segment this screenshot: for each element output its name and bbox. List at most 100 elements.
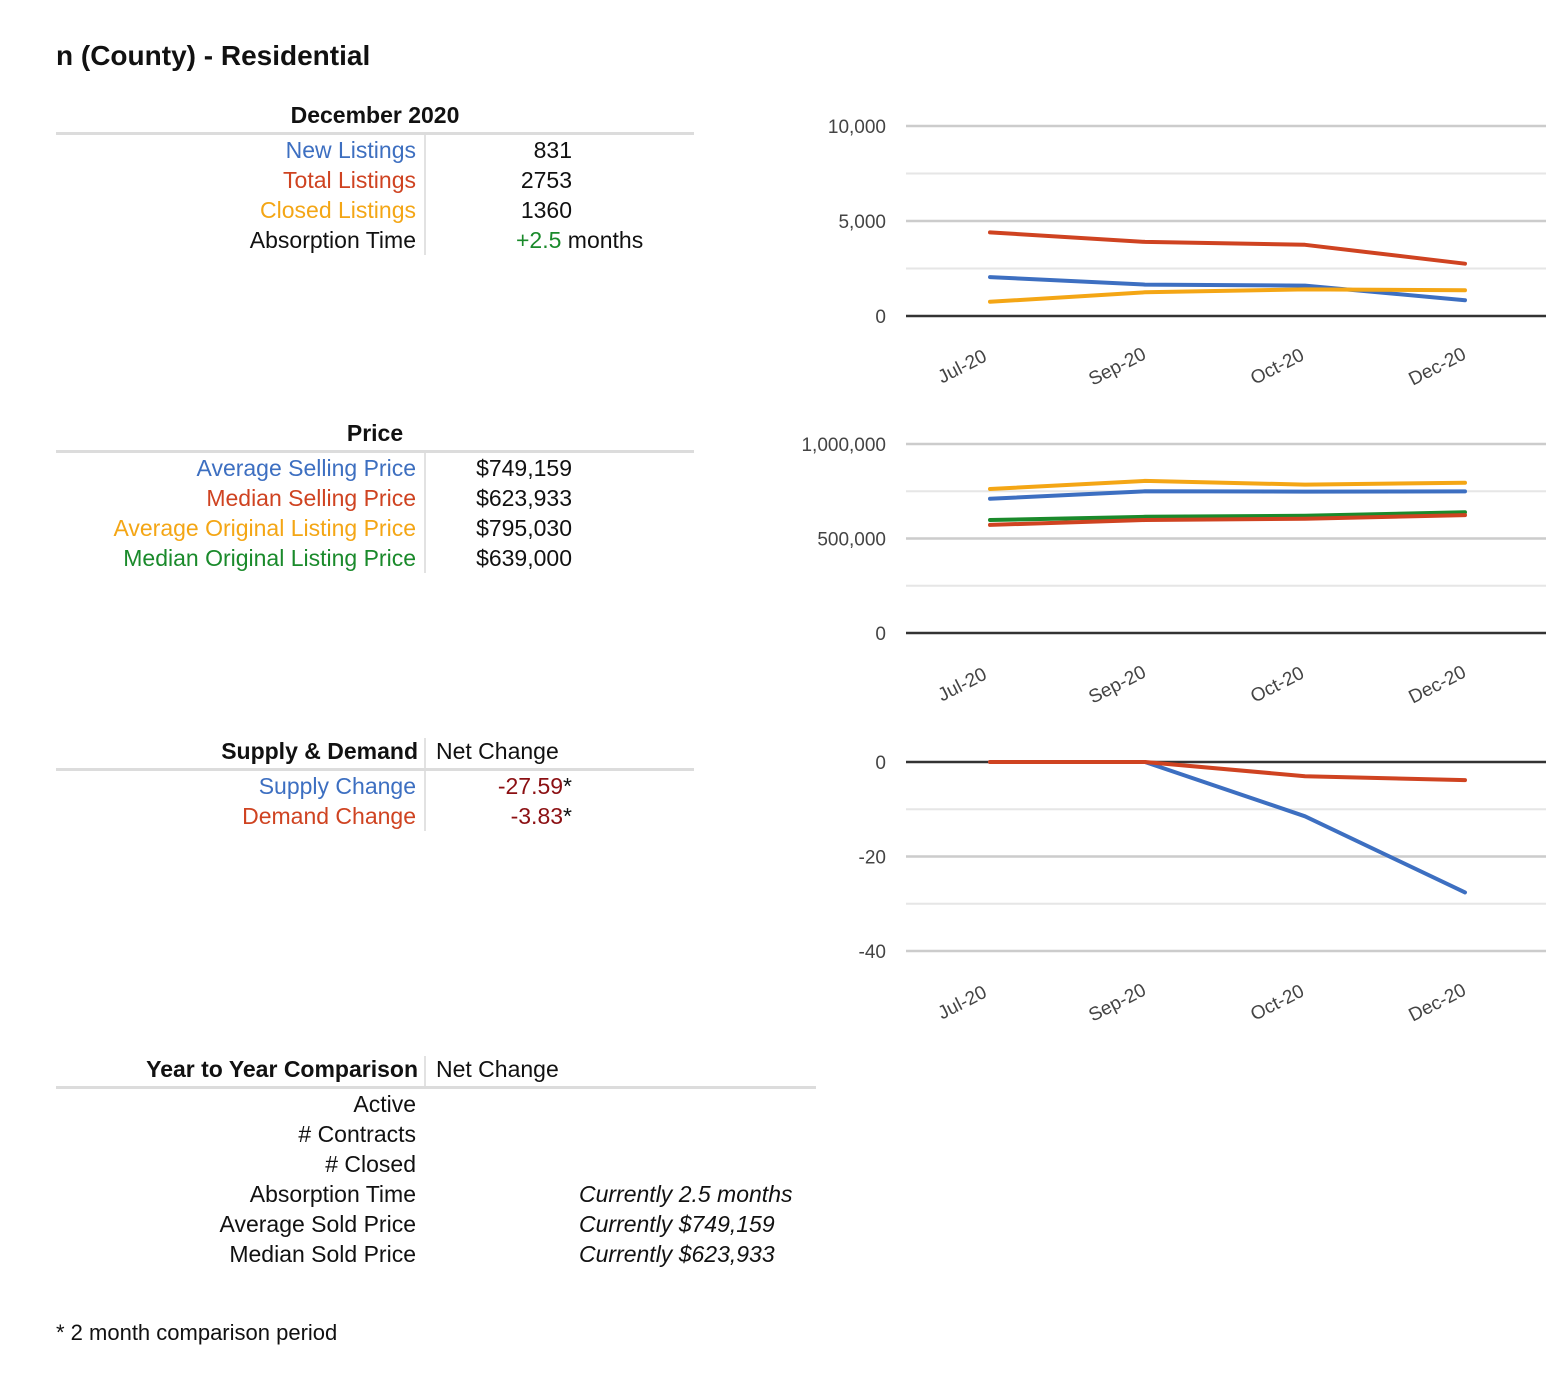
listings-header-label: December 2020 (290, 102, 460, 128)
demand-change-value: -3.83 (510, 803, 564, 829)
listings-table: December 2020 New Listings 831 Total Lis… (56, 102, 694, 255)
row-label: Median Original Listing Price (123, 545, 416, 571)
y-tick-label: 1,000,000 (801, 435, 886, 456)
column-divider (424, 225, 426, 255)
asterisk-mark: * (563, 803, 572, 829)
table-row: New Listings 831 (56, 135, 694, 165)
x-tick-label: Oct-20 (1247, 981, 1307, 1026)
x-tick-label: Dec-20 (1405, 662, 1469, 709)
table-row: Supply Change -27.59* (56, 771, 694, 801)
series-line-orange (988, 478, 1467, 491)
series-line-blue (988, 275, 1467, 303)
line-chart-2: 0 500,000 1,000,000 Jul-20 Sep-20 Oct-20 Dec-2… (801, 435, 1546, 708)
row-label: Supply Change (258, 773, 416, 799)
table-row: Average Original Listing Price $795,030 (56, 513, 694, 543)
series-line-red (988, 760, 1467, 783)
column-divider (424, 543, 426, 573)
row-value: -27.59* (436, 773, 572, 800)
x-tick-label: Jul-20 (935, 982, 991, 1024)
table-row: # Contracts (56, 1119, 816, 1149)
y-tick-label: 500,000 (817, 530, 886, 551)
table-row: Closed Listings 1360 (56, 195, 694, 225)
row-label: Median Selling Price (206, 485, 416, 511)
supply-change-value: -27.59 (497, 773, 564, 799)
asterisk-mark: * (563, 773, 572, 799)
column-divider (424, 165, 426, 195)
x-tick-label: Sep-20 (1085, 662, 1149, 709)
table-row: Median Original Listing Price $639,000 (56, 543, 694, 573)
row-label: Absorption Time (249, 1181, 416, 1207)
column-divider (424, 195, 426, 225)
supply-demand-table: Supply & Demand Net Change Supply Change… (56, 738, 694, 831)
table-row: Average Selling Price $749,159 (56, 453, 694, 483)
page-title: n (County) - Residential (56, 40, 371, 71)
x-tick-label: Dec-20 (1405, 980, 1469, 1027)
table-row: Absorption Time Currently 2.5 months (56, 1179, 816, 1209)
row-label: Average Original Listing Price (113, 515, 416, 541)
line-chart-1: 0 5,000 10,000 Jul-20 Sep-20 Oct-20 Dec-20 (828, 117, 1546, 390)
column-divider (424, 1056, 426, 1086)
row-value: 1360 (520, 197, 572, 223)
footnote: * 2 month comparison period (56, 1320, 338, 1345)
y-tick-label: 0 (875, 624, 886, 645)
y-tick-label: 0 (875, 307, 886, 328)
supply-header-label: Supply & Demand (221, 738, 418, 764)
y-tick-label: -40 (859, 942, 886, 963)
row-label: New Listings (285, 137, 416, 163)
column-divider (424, 453, 426, 483)
row-value: $639,000 (476, 545, 572, 571)
current-value: Currently 2.5 months (579, 1181, 793, 1207)
row-value: 2753 (520, 167, 572, 193)
yoy-table-header: Year to Year Comparison Net Change (56, 1056, 816, 1089)
price-header-label: Price (346, 420, 404, 446)
row-label: Median Sold Price (229, 1241, 416, 1267)
row-label: Average Selling Price (196, 455, 416, 481)
row-label: # Closed (325, 1151, 416, 1177)
series-line-orange (988, 287, 1467, 304)
x-tick-label: Oct-20 (1247, 663, 1307, 708)
line-chart-3: -40 -20 0 Jul-20 Sep-20 Oct-20 Dec-20 (859, 753, 1546, 1026)
listings-table-header: December 2020 (56, 102, 694, 135)
row-value: -3.83* (436, 803, 572, 830)
column-divider (424, 801, 426, 831)
series-line-red (988, 230, 1467, 266)
absorption-change: +2.5 (516, 227, 562, 253)
table-row: Average Sold Price Currently $749,159 (56, 1209, 816, 1239)
price-table: Price Average Selling Price $749,159 Med… (56, 420, 694, 573)
row-label: Total Listings (283, 167, 416, 193)
absorption-unit: months (567, 227, 644, 253)
column-divider (424, 771, 426, 801)
supply-table-header: Supply & Demand Net Change (56, 738, 694, 771)
table-row: Median Selling Price $623,933 (56, 483, 694, 513)
column-divider (424, 513, 426, 543)
net-change-header: Net Change (436, 1056, 559, 1082)
series-line-blue (988, 489, 1467, 501)
series-line-green (988, 510, 1467, 522)
net-change-header: Net Change (436, 738, 559, 764)
series-line-red (988, 513, 1467, 527)
row-label: Average Sold Price (219, 1211, 416, 1237)
y-tick-label: 5,000 (838, 212, 886, 233)
row-value: $749,159 (476, 455, 572, 481)
row-value: $795,030 (476, 515, 572, 541)
column-divider (424, 738, 426, 768)
table-row: Median Sold Price Currently $623,933 (56, 1239, 816, 1269)
row-label: Active (353, 1091, 416, 1117)
x-tick-label: Sep-20 (1085, 344, 1149, 391)
table-row: Total Listings 2753 (56, 165, 694, 195)
column-divider (424, 135, 426, 165)
row-value: $623,933 (476, 485, 572, 511)
table-row: Demand Change -3.83* (56, 801, 694, 831)
row-label: Absorption Time (249, 227, 416, 253)
row-label: # Contracts (298, 1121, 416, 1147)
absorption-value: +2.5 months (516, 227, 643, 254)
x-tick-label: Dec-20 (1405, 344, 1469, 391)
table-row: Active (56, 1089, 816, 1119)
table-row: # Closed (56, 1149, 816, 1179)
row-label: Closed Listings (260, 197, 416, 223)
x-tick-label: Jul-20 (935, 664, 991, 706)
y-tick-label: -20 (859, 848, 886, 869)
y-tick-label: 10,000 (828, 117, 886, 138)
y-tick-label: 0 (875, 753, 886, 774)
row-value: 831 (533, 137, 572, 163)
